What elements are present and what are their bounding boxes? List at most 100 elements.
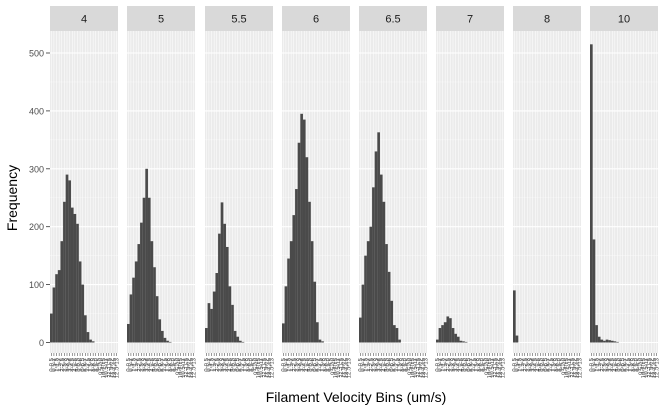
x-tick-label: 8.5-9 — [403, 357, 409, 371]
x-tick-label: 2.5-3 — [294, 357, 300, 371]
x-tick-label: 6-6.5 — [81, 357, 87, 371]
x-axis-title: Filament Velocity Bins (um/s) — [266, 389, 447, 405]
x-tick-label: 5.5-6 — [233, 357, 239, 371]
x-tick-label: 11-11.5 — [107, 357, 113, 377]
x-tick-label: 11-11.5 — [647, 357, 653, 377]
x-tick-label: 0.5-1 — [129, 357, 135, 371]
x-tick-label: 9.5-10 — [639, 357, 645, 375]
x-tick-label: 3-3.5 — [65, 357, 71, 371]
x-tick-label: 6-6.5 — [621, 357, 627, 371]
facet-strip-label: 5.5 — [231, 14, 246, 26]
x-tick-label: 2.5-3 — [217, 357, 223, 371]
x-tick-label: 1-1.5 — [287, 357, 293, 371]
x-tick-label: 1.5-2 — [443, 357, 449, 371]
histogram-bar — [129, 294, 133, 343]
x-tick-label: 6-6.5 — [467, 357, 473, 371]
histogram-bar — [600, 339, 604, 343]
histogram-bar — [166, 340, 169, 343]
x-tick-label: 8.5-9 — [480, 357, 486, 371]
x-tick-label: 0-0.5 — [204, 357, 210, 371]
x-tick-label: 4.5-5 — [73, 357, 79, 371]
histogram-bar — [366, 241, 370, 343]
x-tick-label: 8.5-9 — [171, 357, 177, 371]
x-tick-label: 0-0.5 — [126, 357, 132, 371]
x-tick-label: 8-8.5 — [168, 357, 174, 371]
histogram-bar — [608, 340, 611, 343]
histogram-bar — [158, 319, 162, 343]
x-tick-label: 1-1.5 — [518, 357, 524, 371]
x-tick-label: 10.5-11 — [259, 357, 265, 378]
x-tick-label: 5.5-6 — [541, 357, 547, 371]
histogram-bar — [308, 201, 311, 343]
x-tick-label: 10-10.5 — [102, 357, 108, 378]
x-tick-label: 11.5-12 — [186, 357, 192, 378]
x-tick-label: 7-7.5 — [395, 357, 401, 371]
x-tick-label: 0.5-1 — [592, 357, 598, 371]
histogram-bar — [231, 304, 234, 343]
histogram-bar — [57, 270, 61, 343]
x-tick-label: 6.5-7 — [546, 357, 552, 371]
x-tick-label: 10.5-11 — [181, 357, 187, 378]
x-tick-label: 7.5-8 — [629, 357, 635, 371]
x-tick-label: 4.5-5 — [150, 357, 156, 371]
x-tick-label: 9-9.5 — [328, 357, 334, 371]
x-tick-label: 9.5-10 — [254, 357, 260, 375]
x-tick-label: 1.5-2 — [212, 357, 218, 371]
x-tick-label: 7.5-8 — [475, 357, 481, 371]
histogram-bar — [287, 258, 290, 343]
histogram-bar — [205, 328, 208, 343]
x-tick-label: 4-4.5 — [225, 357, 231, 371]
x-tick-label: 5-5.5 — [461, 357, 467, 371]
histogram-bar — [220, 202, 224, 343]
x-tick-label: 0-0.5 — [358, 357, 364, 371]
x-tick-label: 8-8.5 — [400, 357, 406, 371]
histogram-bar — [127, 323, 130, 343]
histogram-bar — [60, 241, 64, 343]
x-tick-label: 9.5-10 — [408, 357, 414, 375]
x-tick-label: 11-11.5 — [339, 357, 345, 377]
x-tick-label: 5-5.5 — [538, 357, 544, 371]
x-tick-label: 6.5-7 — [238, 357, 244, 371]
x-tick-label: 10.5-11 — [336, 357, 342, 378]
x-tick-label: 2-2.5 — [60, 357, 66, 371]
x-tick-label: 10-10.5 — [642, 357, 648, 378]
x-tick-label: 11-11.5 — [416, 357, 422, 377]
x-tick-label: 8-8.5 — [246, 357, 252, 371]
x-tick-label: 7.5-8 — [89, 357, 95, 371]
x-tick-label: 0-0.5 — [49, 357, 55, 371]
x-tick-label: 1.5-2 — [597, 357, 603, 371]
facet-panel-6.5: 6.5 0-0.50.5-11-1.51.5-22-2.52.5-33-3.53.… — [358, 6, 430, 378]
x-tick-label: 3-3.5 — [297, 357, 303, 371]
x-tick-label: 2.5-3 — [602, 357, 608, 371]
x-tick-label: 3.5-4 — [145, 357, 151, 371]
x-tick-label: 4-4.5 — [610, 357, 616, 371]
x-tick-label: 5-5.5 — [75, 357, 81, 371]
x-tick-label: 12.5-13 — [501, 357, 507, 378]
histogram-bar — [86, 332, 90, 343]
x-tick-label: 5.5-6 — [310, 357, 316, 371]
histogram-bar — [390, 300, 394, 343]
histogram-bar — [459, 340, 463, 343]
x-tick-label: 5-5.5 — [615, 357, 621, 371]
histogram-bar — [321, 341, 324, 343]
x-tick-label: 3-3.5 — [605, 357, 611, 371]
x-tick-label: 1-1.5 — [210, 357, 216, 371]
x-tick-label: 6.5-7 — [315, 357, 321, 371]
histogram-bar — [284, 286, 288, 343]
x-tick-label: 10.5-11 — [567, 357, 573, 378]
x-tick-label: 10-10.5 — [179, 357, 185, 378]
histogram-bar — [161, 330, 164, 343]
histogram-bar — [361, 284, 365, 343]
x-tick-label: 1.5-2 — [57, 357, 63, 371]
histogram-bar — [218, 233, 221, 343]
x-tick-label: 12-12.5 — [112, 357, 118, 378]
facet-strip — [50, 6, 118, 31]
histogram-bar — [132, 277, 135, 343]
x-tick-label: 1.5-2 — [289, 357, 295, 371]
facet-strip — [282, 6, 350, 31]
histogram-bar — [233, 330, 237, 343]
histogram-bar — [63, 201, 66, 343]
x-tick-label: 7-7.5 — [163, 357, 169, 371]
x-tick-label: 5.5-6 — [464, 357, 470, 371]
